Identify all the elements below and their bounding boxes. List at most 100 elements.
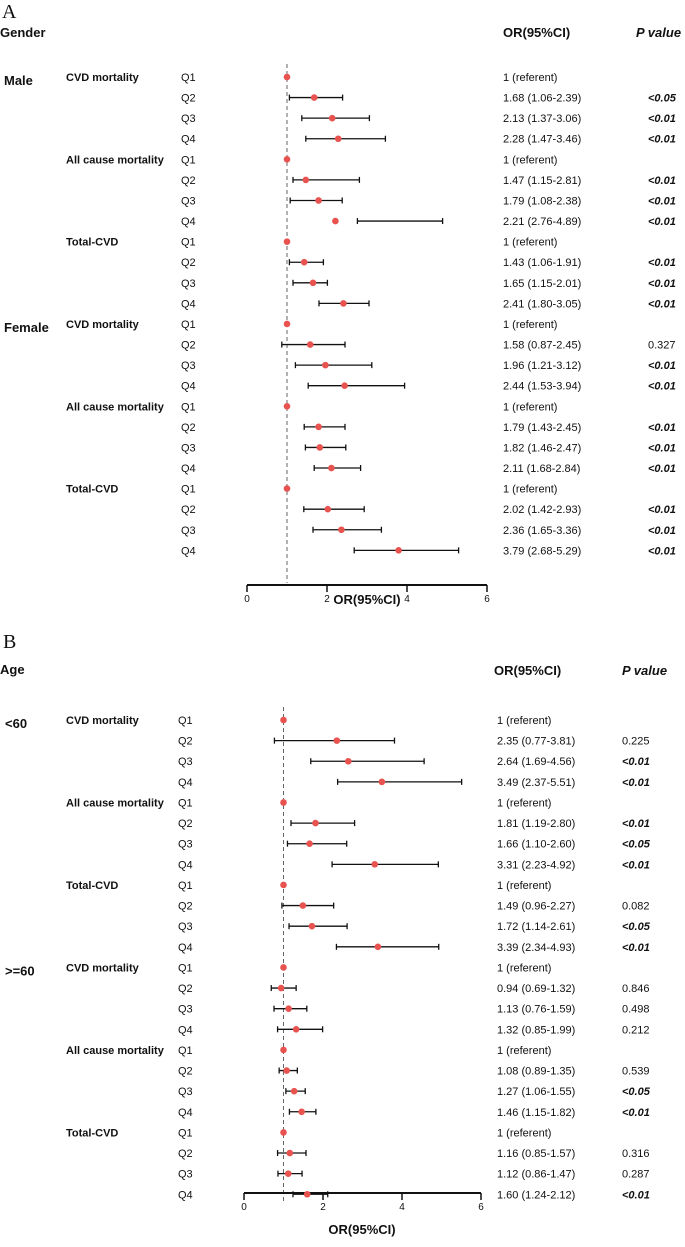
quartile-label: Q4: [181, 134, 196, 146]
x-tick-label: 4: [399, 1202, 405, 1213]
quartile-label: Q4: [181, 216, 196, 228]
or-point: [283, 402, 291, 410]
quartile-label: Q4: [181, 545, 196, 557]
p-value: <0.01: [648, 442, 676, 454]
p-value: <0.05: [622, 921, 651, 933]
outcome-label: Total-CVD: [66, 237, 118, 249]
or-ci-text: 1.65 (1.15-2.01): [503, 278, 581, 290]
or-ci-text: 1.60 (1.24-2.12): [497, 1189, 575, 1201]
or-point: [303, 1190, 311, 1198]
p-value: 0.498: [622, 1004, 650, 1016]
or-column-header: OR(95%CI): [494, 663, 561, 678]
p-value: <0.01: [648, 504, 676, 516]
quartile-label: Q1: [181, 154, 196, 166]
p-value: 0.327: [648, 340, 676, 352]
p-value: 0.287: [622, 1169, 650, 1181]
or-point: [280, 799, 287, 806]
quartile-label: Q3: [178, 756, 193, 768]
or-point: [338, 526, 345, 534]
quartile-label: Q4: [178, 777, 193, 789]
outcome-label: CVD mortality: [66, 72, 140, 84]
or-ci-text: 2.13 (1.37-3.06): [503, 113, 581, 125]
or-point: [306, 840, 313, 848]
or-point: [306, 341, 314, 348]
or-point: [283, 320, 291, 328]
or-ci-text: 1.32 (0.85-1.99): [497, 1024, 575, 1036]
p-value: <0.01: [648, 113, 676, 125]
p-value: 0.225: [622, 736, 650, 748]
or-point: [277, 984, 285, 992]
or-column-header: OR(95%CI): [503, 25, 570, 40]
quartile-label: Q2: [181, 93, 196, 105]
outcome-label: Total-CVD: [66, 880, 118, 892]
or-ci-text: 1 (referent): [503, 154, 557, 166]
or-ci-text: 3.39 (2.34-4.93): [497, 942, 575, 954]
or-ci-text: 1.08 (0.89-1.35): [497, 1066, 575, 1078]
or-ci-text: 1.13 (0.76-1.59): [497, 1004, 575, 1016]
or-ci-text: 1 (referent): [497, 1045, 551, 1057]
or-point: [316, 444, 324, 451]
p-value: 0.212: [622, 1024, 650, 1036]
subgroup-label: <60: [5, 716, 27, 731]
p-value: <0.01: [648, 175, 676, 187]
or-point: [284, 1170, 292, 1177]
quartile-label: Q1: [178, 962, 193, 974]
outcome-label: All cause mortality: [66, 797, 165, 809]
or-ci-text: 3.79 (2.68-5.29): [503, 545, 581, 557]
or-point: [285, 1005, 292, 1012]
x-tick-label: 6: [478, 1202, 484, 1213]
p-value: 0.082: [622, 901, 650, 913]
quartile-label: Q4: [178, 1107, 193, 1119]
or-ci-text: 2.28 (1.47-3.46): [503, 134, 581, 146]
quartile-label: Q2: [181, 340, 196, 352]
or-ci-text: 1.16 (0.85-1.57): [497, 1148, 575, 1160]
quartile-label: Q4: [181, 381, 196, 393]
quartile-label: Q4: [178, 1189, 193, 1201]
or-point: [302, 176, 310, 184]
quartile-label: Q4: [178, 942, 193, 954]
outcome-label: All cause mortality: [66, 401, 165, 413]
p-value: <0.01: [648, 360, 676, 372]
p-value: <0.01: [648, 216, 676, 228]
or-ci-text: 1 (referent): [503, 401, 557, 413]
quartile-label: Q1: [181, 484, 196, 496]
or-ci-text: 2.64 (1.69-4.56): [497, 756, 575, 768]
or-ci-text: 2.36 (1.65-3.36): [503, 525, 581, 537]
subgroup-label: Female: [4, 320, 49, 335]
or-ci-text: 1.66 (1.10-2.60): [497, 839, 575, 851]
or-ci-text: 1 (referent): [497, 880, 551, 892]
p-column-header: P value: [636, 25, 681, 40]
quartile-label: Q3: [181, 195, 196, 207]
quartile-label: Q2: [178, 1148, 193, 1160]
or-ci-text: 2.44 (1.53-3.94): [503, 381, 581, 393]
p-value: <0.05: [622, 839, 651, 851]
quartile-label: Q2: [181, 175, 196, 187]
quartile-label: Q2: [181, 504, 196, 516]
quartile-label: Q1: [178, 715, 193, 727]
or-ci-text: 1 (referent): [503, 72, 557, 84]
or-point: [310, 94, 318, 101]
outcome-label: All cause mortality: [66, 154, 165, 166]
x-axis-label: OR(95%CI): [333, 592, 400, 607]
p-value: <0.01: [648, 545, 676, 557]
quartile-label: Q1: [178, 880, 193, 892]
or-ci-text: 1.79 (1.08-2.38): [503, 195, 581, 207]
or-point: [312, 819, 319, 827]
p-value: <0.01: [648, 298, 676, 310]
outcome-label: CVD mortality: [66, 962, 140, 974]
p-value: <0.01: [648, 422, 676, 434]
quartile-label: Q2: [178, 736, 193, 748]
or-point: [344, 757, 352, 765]
p-value: 0.316: [622, 1148, 650, 1160]
or-ci-text: 1 (referent): [497, 797, 551, 809]
quartile-label: Q1: [178, 1045, 193, 1057]
outcome-label: All cause mortality: [66, 1045, 165, 1057]
subgroup-label: Male: [4, 73, 33, 88]
or-point: [334, 135, 342, 143]
x-tick-label: 0: [241, 1202, 247, 1213]
or-point: [299, 902, 307, 909]
or-point: [309, 279, 317, 287]
outcome-label: Total-CVD: [66, 484, 118, 496]
quartile-label: Q2: [181, 257, 196, 269]
